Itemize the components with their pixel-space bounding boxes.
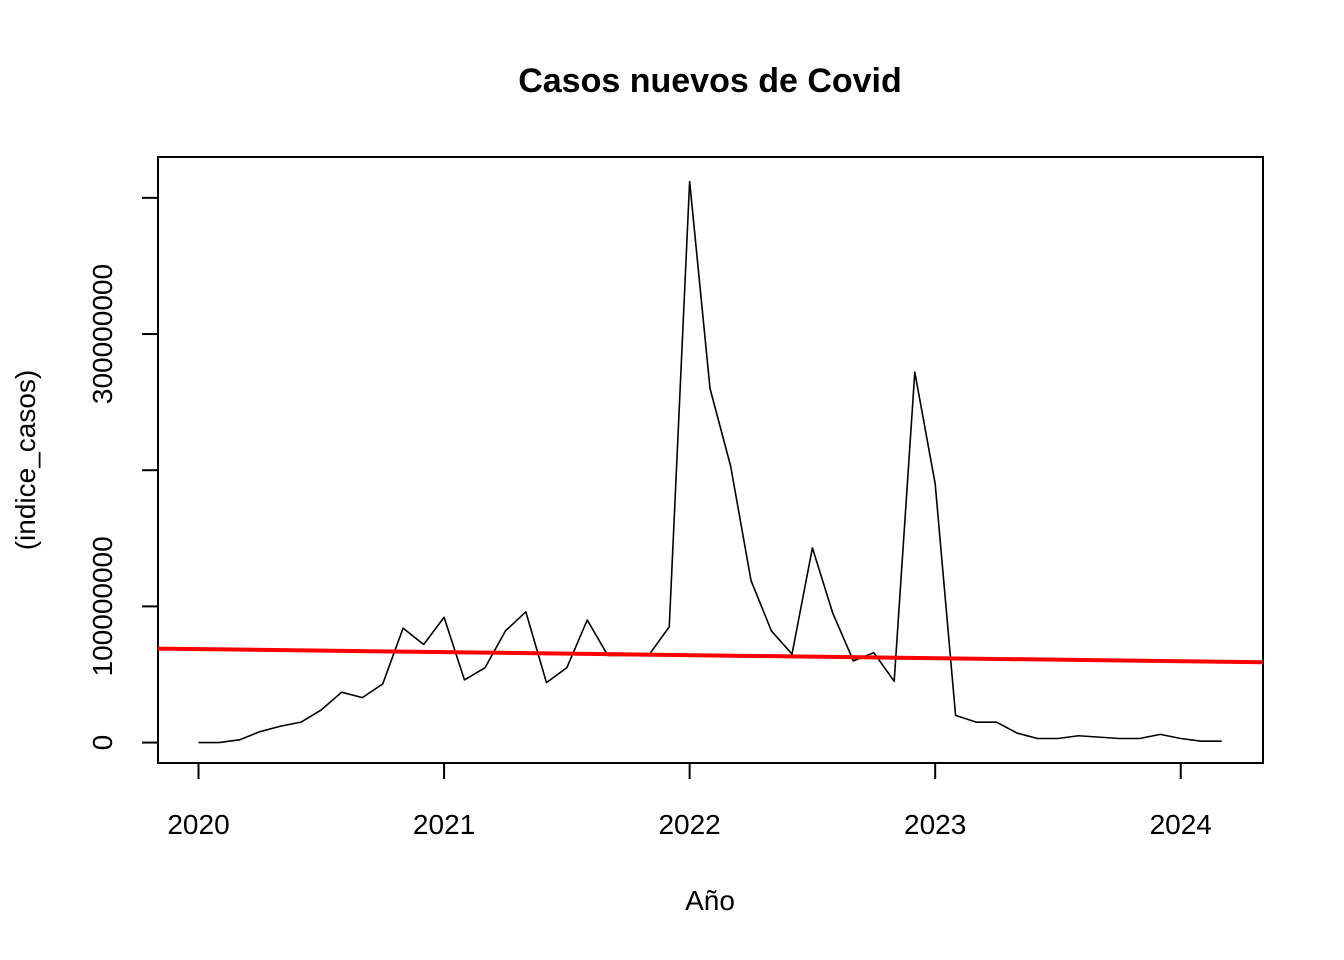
y-tick-label: 100000000 (87, 536, 118, 676)
x-tick-label: 2023 (904, 809, 966, 840)
plot-box (157, 156, 1264, 764)
x-tick-label: 2024 (1150, 809, 1212, 840)
y-tick-label: 300000000 (87, 264, 118, 404)
x-axis-label: Año (685, 885, 735, 916)
x-tick-label: 2020 (167, 809, 229, 840)
series-line-trend (157, 646, 1264, 665)
series-layer (157, 180, 1264, 744)
series-line-casos (198, 180, 1222, 744)
y-tick-label: 0 (87, 735, 118, 751)
x-tick-label: 2021 (413, 809, 475, 840)
x-axis: 2020 2021 2022 2023 2024 (167, 762, 1212, 840)
y-axis: 0 100000000 300000000 (87, 196, 159, 751)
y-axis-label: (indice_casos) (10, 370, 41, 551)
chart-title: Casos nuevos de Covid (518, 62, 902, 100)
x-tick-label: 2022 (658, 809, 720, 840)
